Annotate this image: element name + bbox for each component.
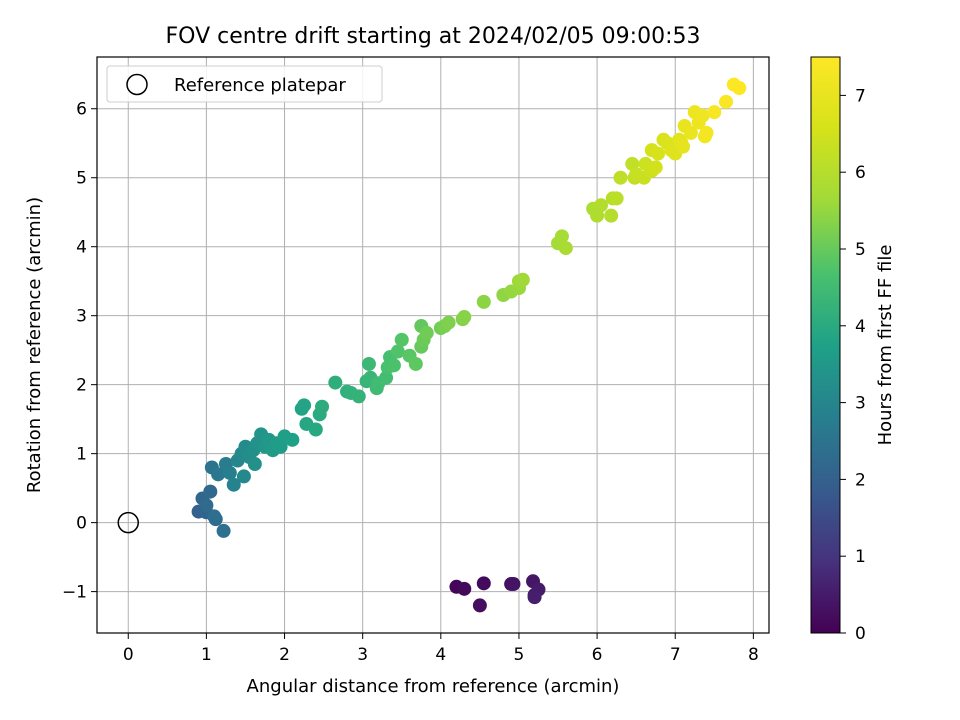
- grid: [97, 57, 769, 633]
- x-tick-label: 3: [357, 645, 368, 665]
- legend: Reference platepar: [106, 65, 383, 103]
- data-point: [651, 146, 666, 161]
- axis-ticks: 0 1 2 3 4 5 6 7 8 −1 0 1 2 3 4 5 6: [62, 100, 759, 665]
- data-point: [506, 577, 521, 592]
- data-point: [441, 315, 456, 330]
- colorbar: [810, 56, 841, 634]
- legend-entry-label: Reference platepar: [174, 75, 346, 96]
- data-point: [609, 191, 624, 206]
- scatter-points: [191, 77, 747, 613]
- data-point: [648, 160, 663, 175]
- data-point: [315, 399, 330, 414]
- data-point: [222, 465, 237, 480]
- data-point: [390, 344, 405, 359]
- data-point: [676, 139, 691, 154]
- x-tick-label: 8: [748, 645, 759, 665]
- colorbar-tick-label: 3: [855, 394, 866, 414]
- data-point: [699, 125, 714, 140]
- x-tick-label: 2: [279, 645, 290, 665]
- colorbar-tick-label: 0: [855, 624, 866, 644]
- colorbar-label: Hours from first FF file: [875, 245, 896, 446]
- reference-marker-layer: [117, 511, 140, 534]
- y-tick-label: 2: [76, 376, 87, 396]
- data-point: [457, 581, 472, 596]
- y-tick-label: 5: [76, 169, 87, 189]
- data-point: [476, 294, 491, 309]
- legend-box: [106, 65, 383, 103]
- y-tick-label: 1: [76, 445, 87, 465]
- data-point: [203, 484, 218, 499]
- colorbar-ticks: 0 1 2 3 4 5 6 7: [840, 86, 866, 644]
- data-point: [554, 229, 569, 244]
- x-tick-label: 4: [435, 645, 446, 665]
- data-point: [683, 125, 698, 140]
- legend-reference-marker: [126, 73, 148, 96]
- data-point: [216, 523, 231, 538]
- data-point: [457, 310, 472, 325]
- y-tick-label: 4: [76, 238, 87, 258]
- x-axis-label: Angular distance from reference (arcmin): [247, 676, 620, 697]
- data-point: [379, 370, 394, 385]
- y-tick-label: 6: [76, 100, 87, 120]
- data-point: [613, 170, 628, 185]
- data-point: [226, 477, 241, 492]
- colorbar-tick-label: 4: [855, 317, 866, 337]
- data-point: [207, 509, 222, 524]
- plot-frame: [96, 56, 770, 634]
- x-tick-label: 5: [514, 645, 525, 665]
- data-point: [386, 358, 401, 373]
- data-point: [199, 498, 214, 513]
- x-tick-label: 1: [201, 645, 212, 665]
- data-point: [308, 422, 323, 437]
- data-point: [236, 469, 251, 484]
- data-point: [394, 332, 409, 347]
- y-axis-label: Rotation from reference (arcmin): [24, 197, 45, 493]
- colorbar-tick-label: 2: [855, 470, 866, 490]
- data-point: [472, 598, 487, 613]
- data-point: [211, 467, 226, 482]
- y-tick-label: −1: [62, 583, 87, 603]
- data-point: [695, 108, 710, 123]
- x-tick-label: 0: [123, 645, 134, 665]
- x-tick-label: 6: [592, 645, 603, 665]
- data-point: [476, 576, 491, 591]
- data-point: [594, 198, 608, 213]
- data-point: [558, 241, 573, 256]
- data-point: [297, 398, 312, 413]
- data-point: [361, 356, 376, 371]
- x-tick-label: 7: [670, 645, 681, 665]
- data-point: [419, 325, 434, 340]
- colorbar-tick-label: 6: [855, 163, 866, 183]
- data-point: [732, 81, 747, 96]
- chart-title: FOV centre drift starting at 2024/02/05 …: [166, 24, 701, 49]
- data-point: [285, 432, 300, 447]
- data-point: [247, 456, 262, 471]
- data-point: [351, 389, 366, 404]
- data-point: [408, 356, 423, 371]
- data-point: [328, 375, 343, 390]
- reference-platepar-marker: [117, 511, 140, 534]
- colorbar-tick-label: 7: [855, 86, 866, 106]
- data-point: [515, 272, 530, 287]
- data-point: [707, 105, 722, 120]
- colorbar-tick-label: 5: [855, 240, 866, 260]
- y-tick-label: 0: [76, 514, 87, 534]
- data-point: [527, 590, 542, 605]
- y-tick-label: 3: [76, 307, 87, 327]
- data-point: [719, 94, 734, 109]
- data-point: [604, 208, 619, 223]
- colorbar-tick-label: 1: [855, 547, 866, 567]
